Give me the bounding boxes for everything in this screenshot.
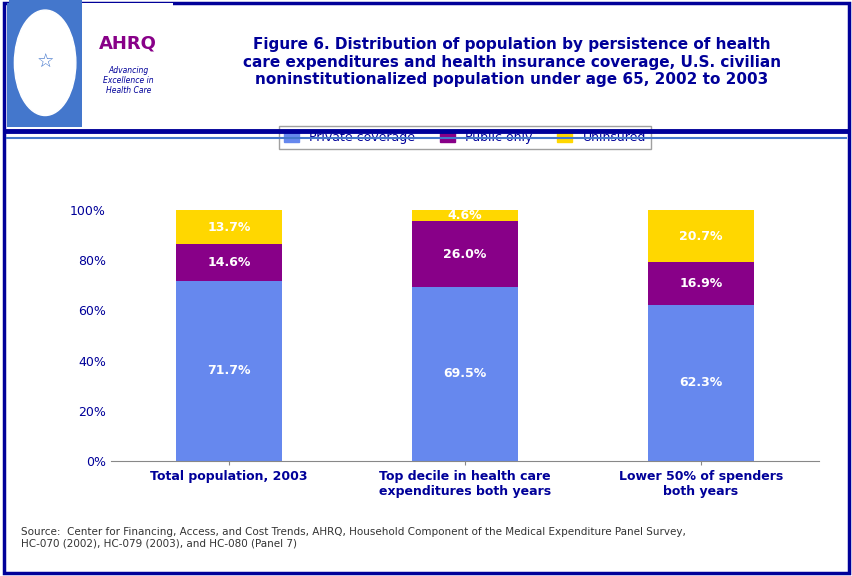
Text: 20.7%: 20.7%	[678, 230, 722, 243]
Circle shape	[14, 10, 76, 116]
Text: 71.7%: 71.7%	[207, 365, 250, 377]
Bar	[176, 281, 282, 461]
Bar	[647, 305, 753, 461]
Text: Source:  Center for Financing, Access, and Cost Trends, AHRQ, Household Componen: Source: Center for Financing, Access, an…	[21, 527, 685, 548]
Bar	[647, 262, 753, 305]
Text: 14.6%: 14.6%	[207, 256, 250, 269]
Bar	[176, 244, 282, 281]
Bar	[176, 210, 282, 244]
Text: 13.7%: 13.7%	[207, 221, 250, 234]
Text: 16.9%: 16.9%	[678, 277, 722, 290]
Bar	[412, 221, 517, 287]
Legend: Private coverage, Public only, Uninsured: Private coverage, Public only, Uninsured	[279, 126, 650, 149]
Text: 62.3%: 62.3%	[678, 376, 722, 389]
Bar	[412, 210, 517, 221]
Text: 4.6%: 4.6%	[447, 209, 481, 222]
Text: Advancing
Excellence in
Health Care: Advancing Excellence in Health Care	[103, 66, 153, 96]
Text: Figure 6. Distribution of population by persistence of health
care expenditures : Figure 6. Distribution of population by …	[243, 37, 780, 87]
Text: 26.0%: 26.0%	[443, 248, 486, 260]
Text: ☆: ☆	[37, 54, 54, 72]
Text: 69.5%: 69.5%	[443, 367, 486, 380]
Bar	[412, 287, 517, 461]
Text: AHRQ: AHRQ	[99, 35, 157, 52]
Bar	[647, 210, 753, 262]
